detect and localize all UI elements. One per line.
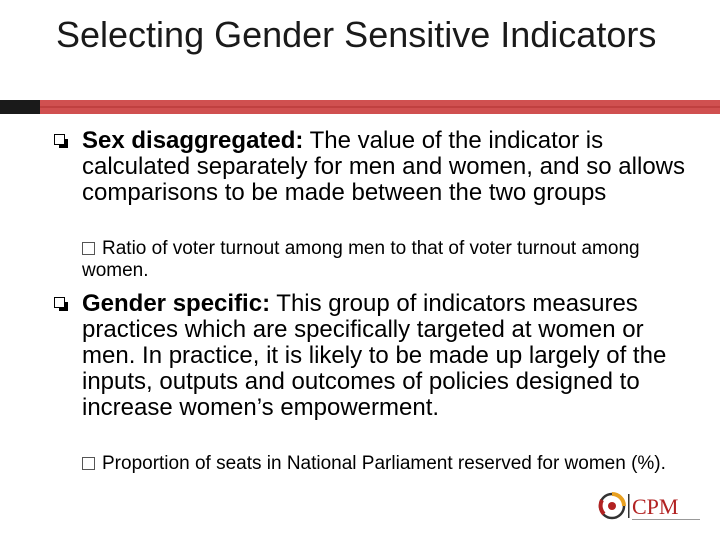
- sub-bullet-parliament-seats: Proportion of seats in National Parliame…: [82, 453, 692, 475]
- bullet-text: Sex disaggregated: The value of the indi…: [82, 128, 694, 206]
- cpm-logo-icon: [598, 492, 626, 520]
- sub-bullet-voter-turnout: Ratio of voter turnout among men to that…: [82, 238, 692, 282]
- title-rule-dark-segment: [0, 100, 40, 114]
- square-bullet-icon: [54, 297, 68, 311]
- checkbox-bullet-icon: [82, 242, 95, 255]
- bullet-sex-disaggregated: Sex disaggregated: The value of the indi…: [54, 128, 694, 206]
- bullet-gender-specific: Gender specific: This group of indicator…: [54, 291, 694, 421]
- square-bullet-icon: [54, 134, 68, 148]
- bullet-term: Sex disaggregated:: [82, 127, 304, 154]
- cpm-logo-text: CPM: [632, 494, 678, 519]
- cpm-logo: CPM: [598, 492, 700, 520]
- title-rule: [0, 100, 720, 114]
- bullet-description: This group of indicators measures practi…: [82, 290, 667, 421]
- title-rule-red-line: [40, 106, 720, 108]
- sub-bullet-text: Proportion of seats in National Parliame…: [102, 453, 666, 474]
- checkbox-bullet-icon: [82, 457, 95, 470]
- sub-bullet-text: Ratio of voter turnout among men to that…: [82, 238, 640, 281]
- bullet-text: Gender specific: This group of indicator…: [82, 291, 694, 421]
- bullet-description: The value of the indicator is calculated…: [82, 127, 685, 206]
- bullet-term: Gender specific:: [82, 290, 271, 317]
- slide-title: Selecting Gender Sensitive Indicators: [56, 14, 657, 55]
